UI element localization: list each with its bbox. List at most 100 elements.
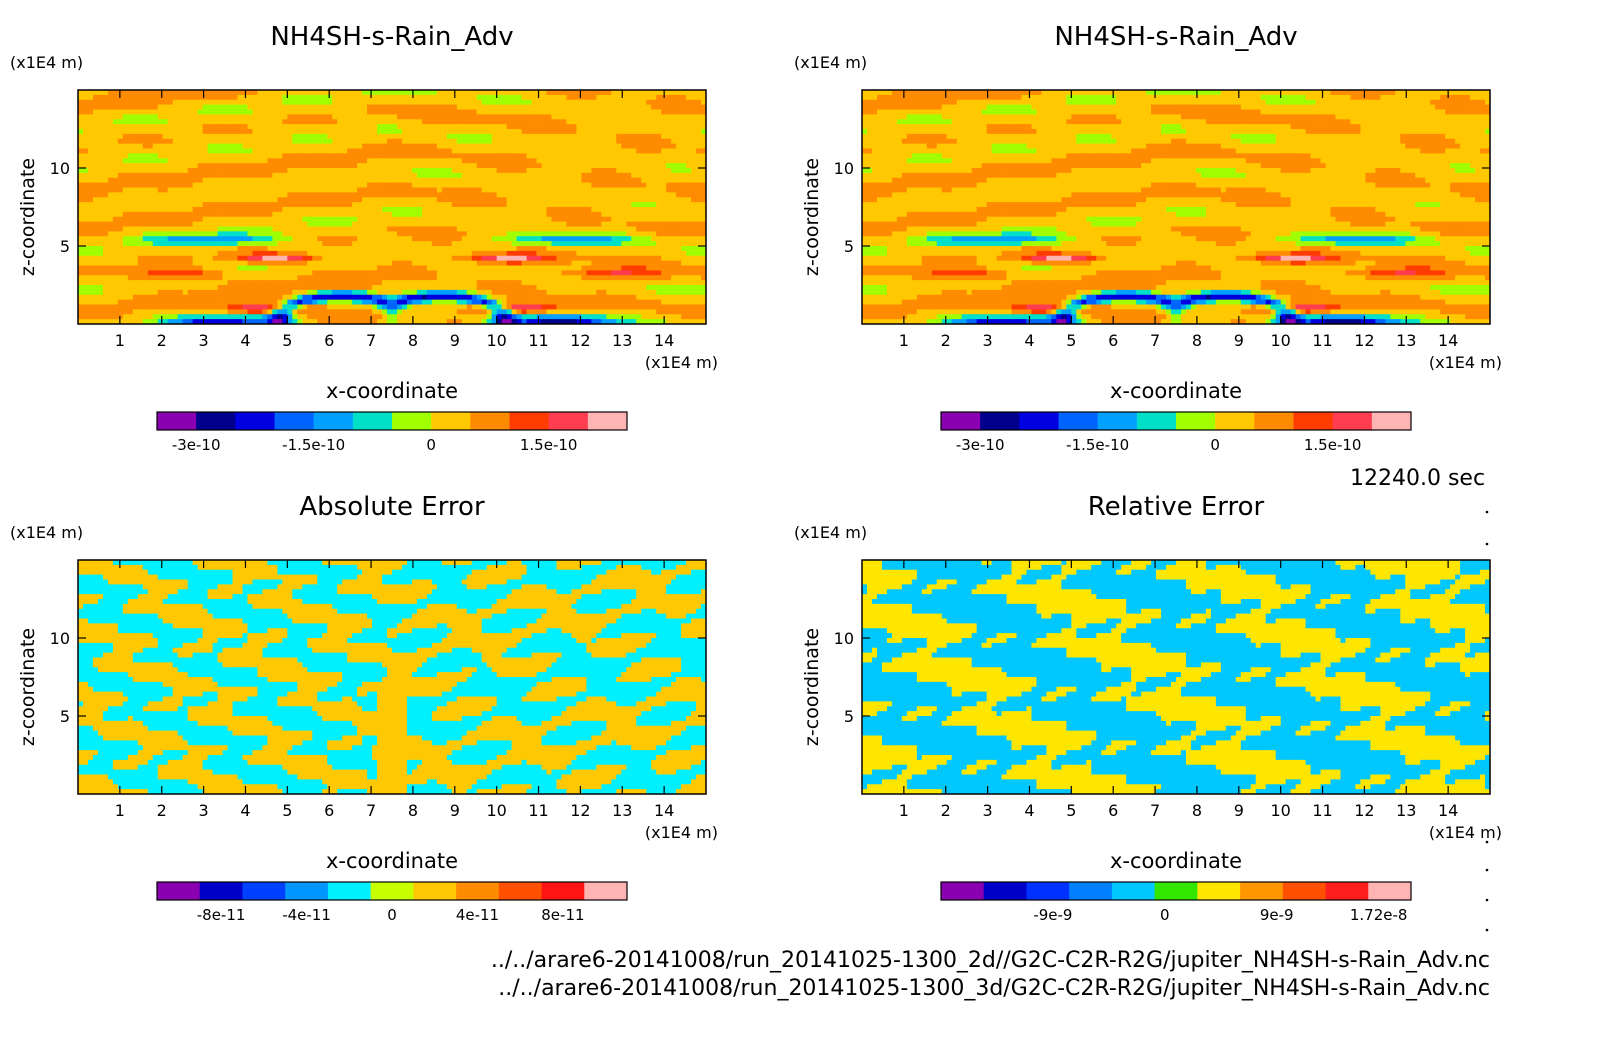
heatmap-cell [441,114,448,120]
heatmap-cell [237,236,243,242]
heatmap-cell [92,104,99,110]
heatmap-cell [561,197,567,203]
heatmap-cell [471,119,478,125]
heatmap-cell [147,124,154,130]
heatmap-cell [287,90,293,96]
heatmap-cell [252,104,258,110]
heatmap-cell [461,197,468,203]
heatmap-cell [242,207,248,213]
heatmap-cell [471,138,478,145]
heatmap-cell [152,158,159,164]
heatmap-cell [631,187,637,193]
heatmap-cell [122,187,129,193]
heatmap-cell [601,260,607,266]
heatmap-cell [646,216,652,223]
heatmap-cell [167,236,174,242]
heatmap-cell [177,143,184,149]
heatmap-cell [446,216,453,223]
heatmap-cell [192,197,199,203]
heatmap-cell [461,104,468,110]
heatmap-cell [272,148,278,154]
heatmap-cell [596,104,602,110]
heatmap-cell [112,270,119,276]
heatmap-cell [257,94,263,101]
heatmap-cell [521,129,527,135]
heatmap-cell [122,124,129,130]
heatmap-cell [187,280,194,286]
heatmap-cell [426,129,433,135]
heatmap-cell [431,236,438,242]
heatmap-cell [426,138,433,145]
heatmap-cell [486,211,493,218]
heatmap-cell [297,260,303,266]
heatmap-cell [197,265,203,271]
heatmap-cell [536,207,542,213]
heatmap-cell [347,270,353,276]
heatmap-cell [292,138,298,145]
heatmap-cell [167,187,174,193]
heatmap-cell [387,280,393,286]
heatmap-cell [357,216,363,223]
heatmap-cell [596,226,602,232]
heatmap-cell [676,172,682,179]
heatmap-cell [87,275,94,281]
heatmap-cell [322,148,328,154]
heatmap-cell [601,207,607,213]
heatmap-cell [127,216,134,223]
heatmap-cell [97,275,104,281]
heatmap-cell [606,153,612,159]
heatmap-cell [601,250,607,257]
heatmap-cell [481,133,488,140]
heatmap-cell [262,138,268,145]
heatmap-cell [401,246,408,252]
heatmap-cell [217,138,223,145]
heatmap-cell [322,182,328,188]
heatmap-cell [132,114,139,120]
heatmap-cell [217,275,223,281]
heatmap-cell [367,221,373,227]
heatmap-cell [516,109,522,115]
heatmap-cell [387,172,393,179]
heatmap-cell [262,246,268,252]
heatmap-cell [172,255,179,262]
heatmap-cell [297,236,303,242]
heatmap-cell [636,114,642,120]
heatmap-cell [202,246,208,252]
heatmap-cell [516,99,522,106]
heatmap-cell [431,168,438,174]
heatmap-cell [656,138,662,145]
heatmap-cell [202,216,208,223]
heatmap-cell [92,143,99,149]
heatmap-cell [207,226,213,232]
heatmap-cell [416,138,423,145]
heatmap-cell [122,148,129,154]
heatmap-cell [357,250,363,257]
heatmap-cell [332,138,338,145]
heatmap-cell [162,207,169,213]
heatmap-cell [187,192,194,198]
heatmap-cell [636,177,642,184]
heatmap-cell [357,197,363,203]
heatmap-cell [312,197,318,203]
heatmap-cell [676,158,682,164]
heatmap-cell [536,153,542,159]
heatmap-cell [441,265,448,271]
heatmap-cell [396,231,403,237]
heatmap-cell [307,216,313,223]
heatmap-cell [701,143,707,149]
heatmap-cell [157,260,164,266]
heatmap-cell [401,143,408,149]
heatmap-cell [661,148,667,154]
heatmap-cell [466,197,473,203]
heatmap-cell [556,124,562,130]
heatmap-cell [511,187,517,193]
heatmap-cell [431,241,438,247]
heatmap-cell [227,260,233,266]
heatmap-cell [471,202,478,208]
heatmap-cell [347,280,353,286]
heatmap-cell [596,94,602,101]
heatmap-cell [601,216,607,223]
heatmap-cell [466,255,473,262]
heatmap-cell [132,177,139,184]
heatmap-cell [691,216,697,223]
